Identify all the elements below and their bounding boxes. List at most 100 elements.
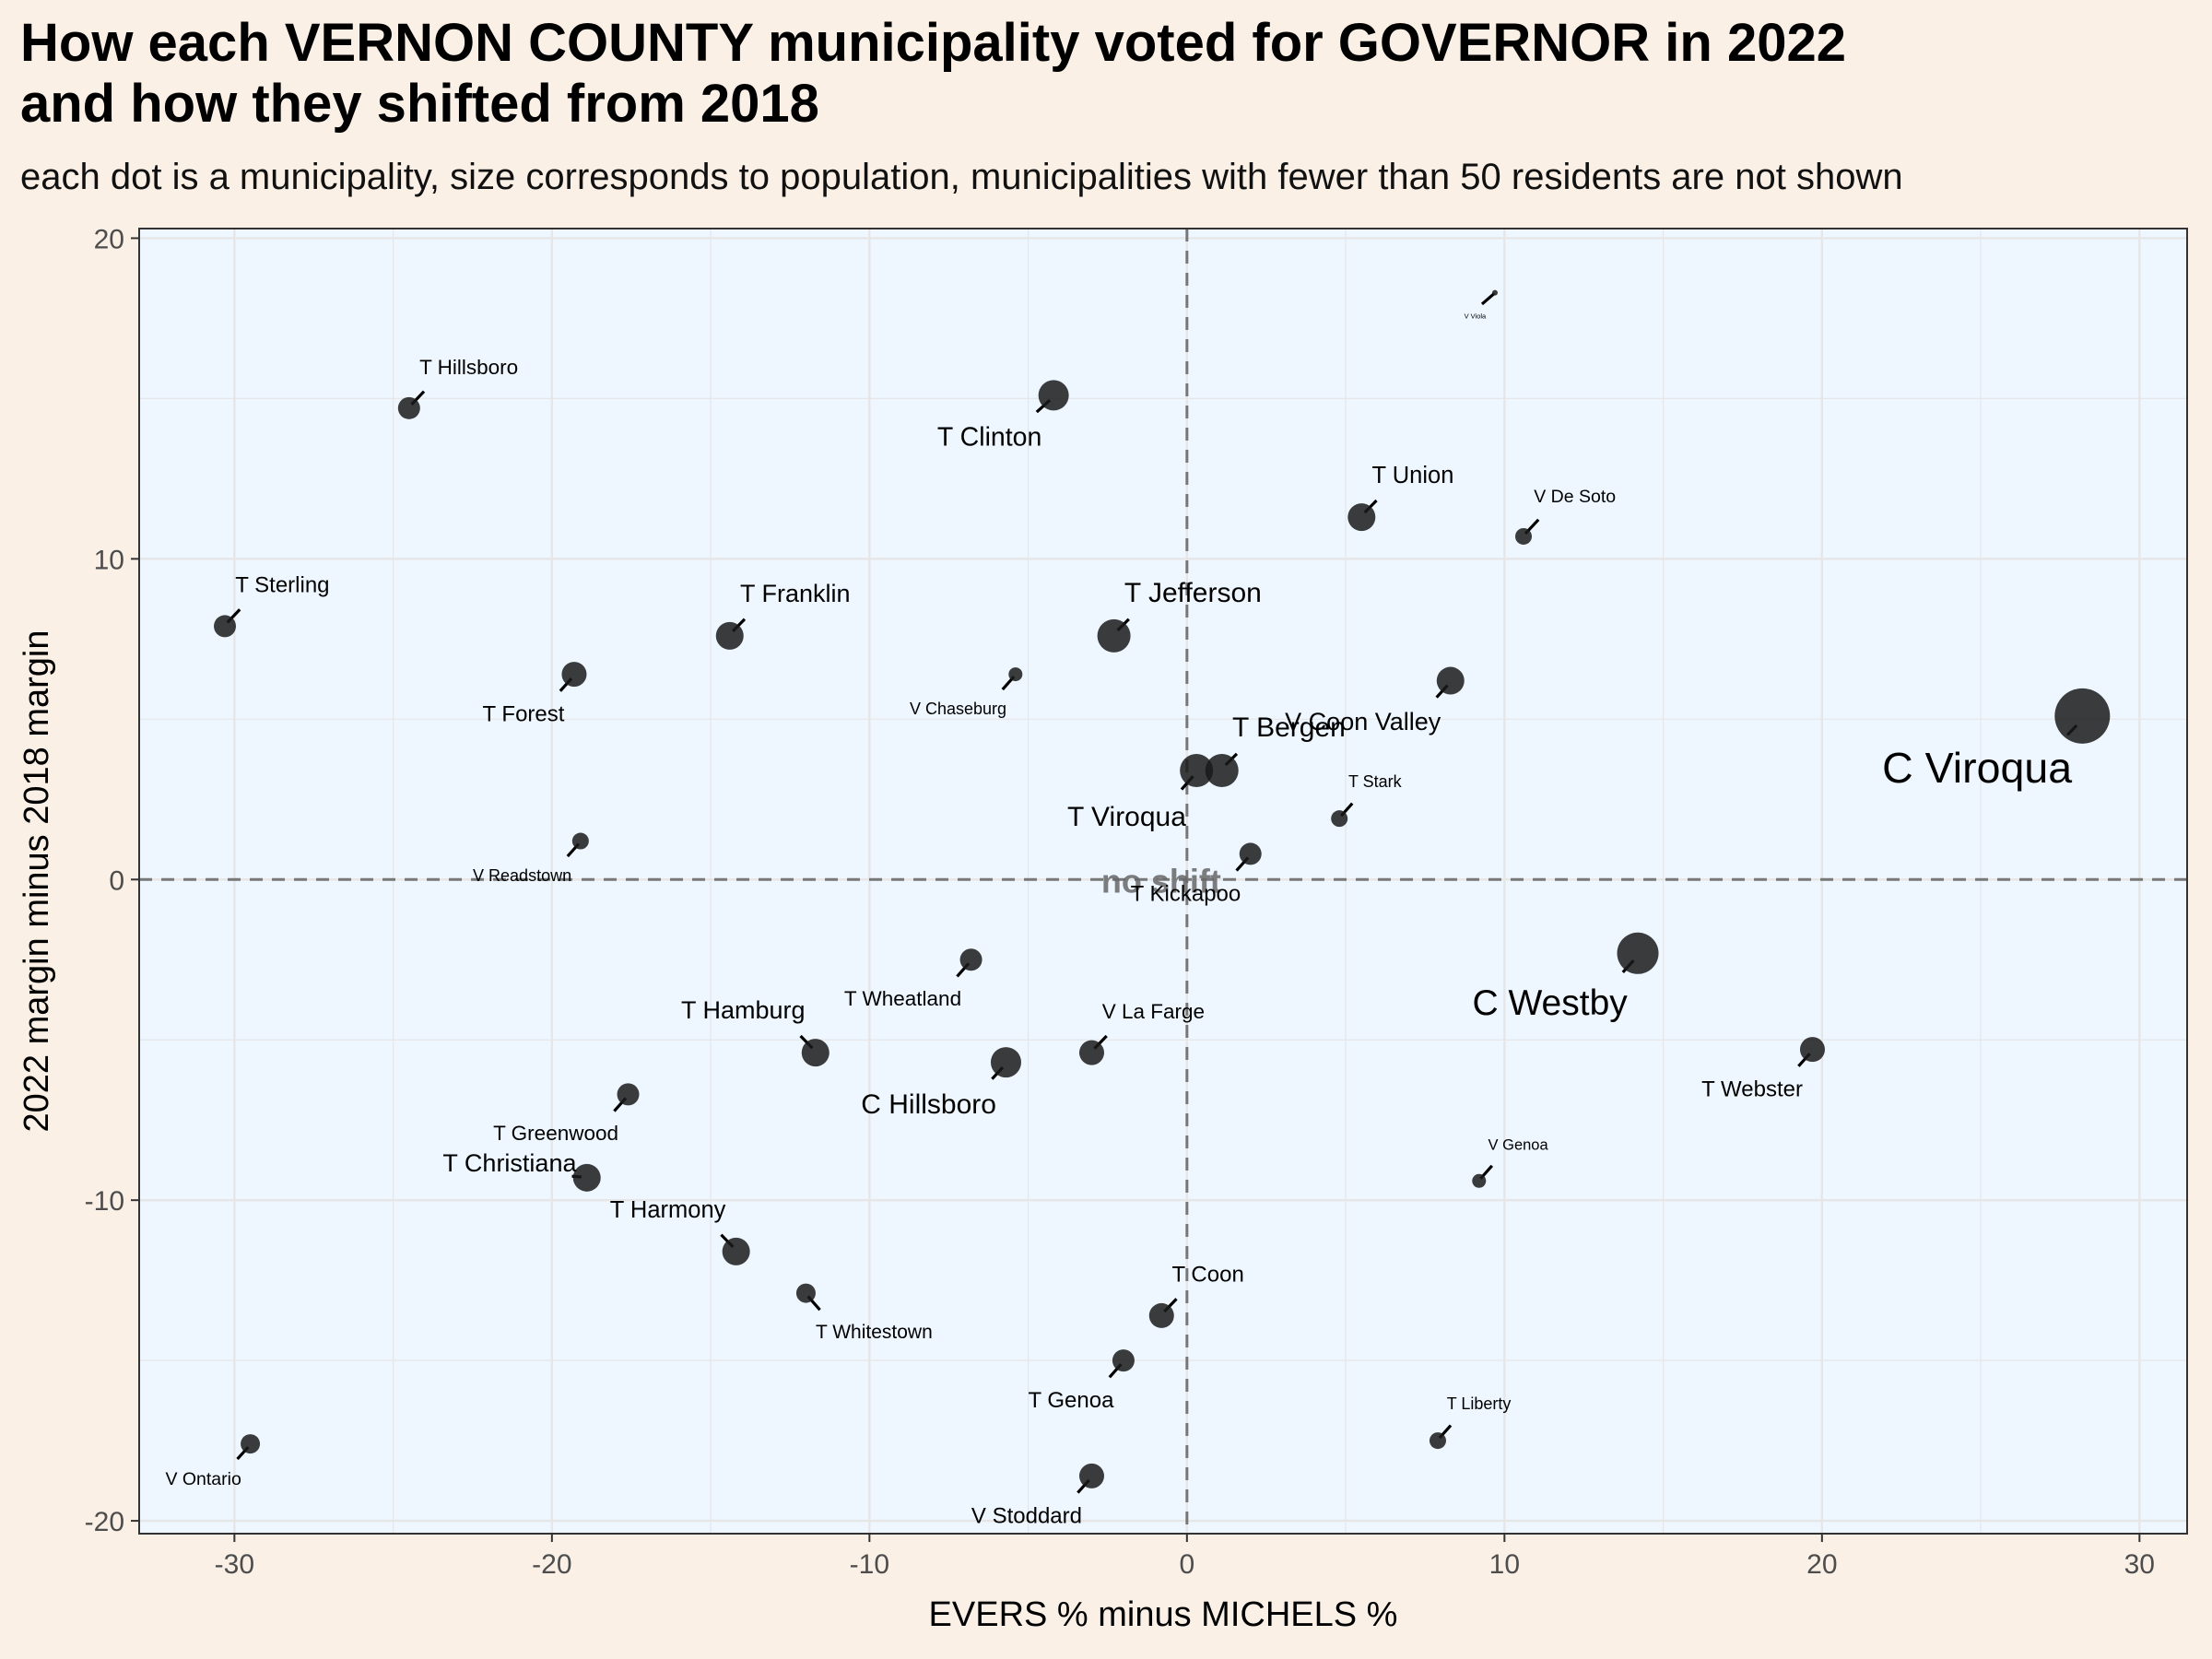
point-label: T Coon xyxy=(1172,1262,1244,1287)
data-point xyxy=(1799,1037,1825,1063)
data-point xyxy=(1515,527,1533,545)
data-point-group xyxy=(1435,666,1465,699)
data-point-group xyxy=(795,1283,821,1312)
data-point xyxy=(1239,842,1262,865)
point-label: T Franklin xyxy=(740,580,851,607)
data-point xyxy=(1078,1040,1104,1065)
point-label: T Whitestown xyxy=(816,1322,933,1343)
data-point xyxy=(571,832,589,850)
point-label: V Coon Valley xyxy=(1285,708,1441,735)
data-point xyxy=(1205,753,1239,787)
data-point-group xyxy=(1180,753,1214,791)
data-point-group xyxy=(1429,1424,1453,1450)
data-point-group xyxy=(1097,618,1131,653)
point-label: V Readstown xyxy=(473,866,571,885)
data-point-group xyxy=(1077,1463,1104,1494)
data-point-group xyxy=(613,1083,640,1112)
point-label: T Greenwood xyxy=(493,1122,618,1145)
point-label: T Harmony xyxy=(610,1197,726,1223)
point-label: T Bergen xyxy=(1232,712,1346,743)
data-point xyxy=(1347,503,1376,532)
point-label: C Westby xyxy=(1472,983,1628,1023)
data-point-group xyxy=(799,1034,830,1067)
point-labels: T Hillsboro T Clinton V Viola T Union V De S… xyxy=(165,312,2072,1529)
y-tick-label: 0 xyxy=(109,865,124,896)
y-tick-label: -20 xyxy=(85,1507,124,1537)
plot-panel-border xyxy=(138,228,2188,1535)
point-label: T Stark xyxy=(1348,772,1403,791)
data-point-group xyxy=(1515,518,1540,545)
data-point-group xyxy=(1797,1037,1825,1067)
data-point xyxy=(959,948,982,971)
data-point-group xyxy=(1235,842,1262,872)
data-point xyxy=(795,1283,816,1303)
data-point xyxy=(1617,932,1659,974)
data-point xyxy=(561,662,587,688)
chart-title-line-2: and how they shifted from 2018 xyxy=(20,74,819,134)
data-point xyxy=(397,396,420,419)
point-label: T Kickapoo xyxy=(1131,881,1241,906)
data-point-group xyxy=(397,390,426,419)
reference-lines xyxy=(139,229,2187,1534)
data-point xyxy=(990,1047,1021,1078)
data-point-group xyxy=(559,662,587,692)
data-point-group xyxy=(1001,667,1023,691)
data-point xyxy=(572,1163,601,1192)
point-label: T Forest xyxy=(483,702,565,727)
data-point xyxy=(241,1434,261,1454)
data-point xyxy=(1331,810,1348,828)
point-label: T Viroqua xyxy=(1067,802,1186,832)
point-label: T Liberty xyxy=(1447,1394,1512,1413)
point-label: T Webster xyxy=(1701,1077,1803,1102)
data-point xyxy=(715,621,744,650)
x-axis-title: EVERS % minus MICHELS % xyxy=(929,1595,1398,1634)
data-points xyxy=(214,289,2111,1494)
data-point xyxy=(1097,618,1131,653)
data-point xyxy=(1429,1432,1446,1450)
grid-lines xyxy=(139,229,2187,1534)
point-label: V Stoddard xyxy=(971,1503,1082,1528)
point-label: T Genoa xyxy=(1028,1388,1114,1413)
chart-title-line-1: How each VERNON COUNTY municipality vote… xyxy=(20,13,1846,73)
data-point-group xyxy=(566,832,589,858)
data-point xyxy=(1148,1302,1174,1328)
chart-title: How each VERNON COUNTY municipality vote… xyxy=(20,13,1846,135)
x-tick-label: 10 xyxy=(1489,1549,1520,1580)
data-point-group xyxy=(1480,289,1498,306)
point-label: T Sterling xyxy=(235,572,329,597)
y-tick-label: -10 xyxy=(85,1186,124,1217)
data-point-group xyxy=(1347,499,1378,532)
y-axis-title: 2022 margin minus 2018 margin xyxy=(18,630,56,1133)
point-label: V Viola xyxy=(1465,312,1487,321)
point-label: T Jefferson xyxy=(1124,578,1262,608)
data-point xyxy=(2054,688,2111,744)
data-point xyxy=(1436,666,1465,695)
data-point xyxy=(1008,667,1023,682)
point-label: C Hillsboro xyxy=(861,1089,996,1120)
data-point xyxy=(1472,1173,1487,1188)
no-shift-annotation: no shift xyxy=(1101,862,1221,900)
point-label: V Genoa xyxy=(1488,1136,1549,1153)
point-label: T Wheatland xyxy=(844,987,961,1010)
label-leader-line xyxy=(1480,292,1496,306)
point-label: V De Soto xyxy=(1534,487,1616,507)
x-tick-label: -20 xyxy=(532,1549,571,1580)
data-point xyxy=(1038,380,1069,411)
data-point xyxy=(1078,1463,1104,1488)
point-label: V Chaseburg xyxy=(910,700,1006,718)
data-point-group xyxy=(1205,752,1239,787)
point-label: T Union xyxy=(1372,463,1454,488)
data-point-group xyxy=(1331,802,1354,828)
data-point xyxy=(1112,1349,1135,1372)
data-point-group xyxy=(214,608,241,638)
y-tick-label: 20 xyxy=(94,224,124,254)
point-label: V Ontario xyxy=(165,1469,241,1489)
data-point xyxy=(801,1039,830,1067)
data-point-group xyxy=(236,1434,261,1461)
data-point xyxy=(617,1083,640,1106)
data-point xyxy=(214,615,237,638)
data-point-group xyxy=(1108,1349,1135,1379)
y-axis-ticks: -20 -10 0 10 20 xyxy=(85,224,139,1537)
x-tick-label: 30 xyxy=(2124,1549,2155,1580)
